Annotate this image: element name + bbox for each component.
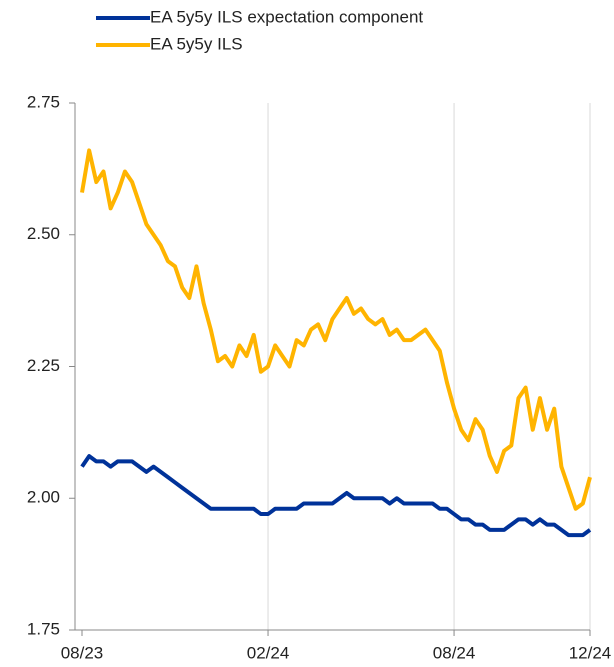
y-tick-label: 2.50: [27, 224, 60, 243]
y-tick-label: 2.25: [27, 356, 60, 375]
x-tick-label: 02/24: [247, 643, 290, 662]
x-tick-label: 08/24: [433, 643, 476, 662]
legend-label: EA 5y5y ILS expectation component: [150, 7, 423, 26]
y-tick-label: 2.00: [27, 488, 60, 507]
legend-label: EA 5y5y ILS: [150, 34, 243, 53]
y-tick-label: 2.75: [27, 92, 60, 111]
x-tick-label: 12/24: [569, 643, 612, 662]
x-tick-label: 08/23: [61, 643, 104, 662]
data-line: [80, 454, 592, 538]
y-tick-label: 1.75: [27, 619, 60, 638]
data-line: [80, 148, 592, 511]
